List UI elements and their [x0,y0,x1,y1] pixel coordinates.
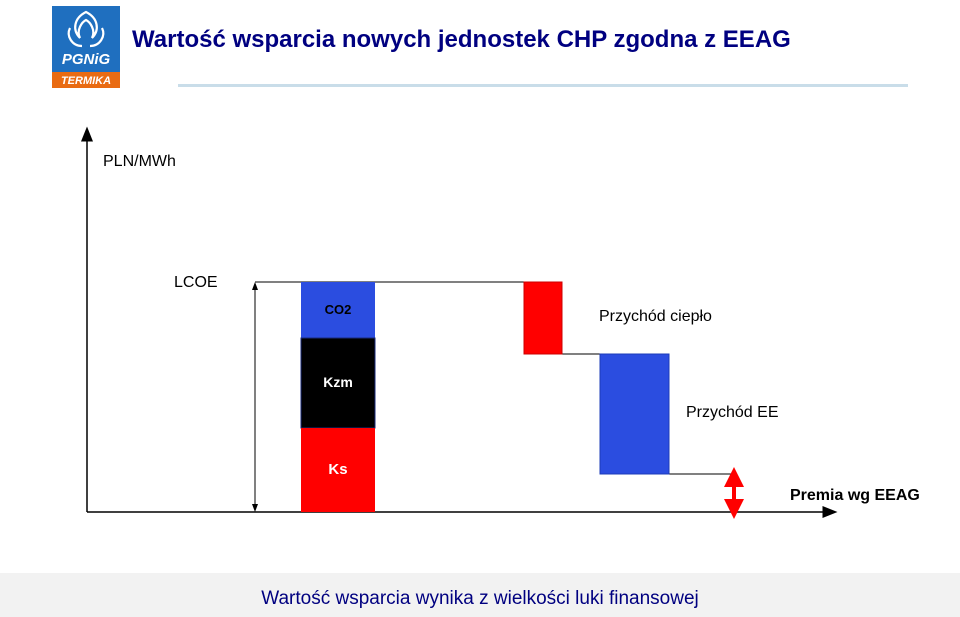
lcoe-waterfall-diagram [81,126,838,519]
flame-logo-icon [67,10,105,48]
premium-label: Premia wg EEAG [790,487,920,504]
logo-brand-text: PGNiG [62,51,111,68]
kzm-bar [300,337,376,429]
co2-bar [301,282,375,338]
kzm-label: Kzm [323,374,353,390]
co2-label: CO2 [324,302,352,317]
page-title: Wartość wsparcia nowych jednostek CHP zg… [132,26,791,53]
logo-sub-text: TERMIKA [61,75,111,87]
footer-bar: Wartość wsparcia wynika z wielkości luki… [0,573,960,617]
heat-revenue-label: Przychód ciepło [599,308,712,325]
ks-bar [301,428,375,512]
ee-revenue-label: Przychód EE [686,404,779,421]
y-axis-label: PLN/MWh [103,153,176,170]
title-divider [178,84,908,87]
footer-text: Wartość wsparcia wynika z wielkości luki… [261,588,699,609]
lcoe-label: LCOE [174,274,218,291]
heat-revenue-bar [523,281,563,355]
ee-revenue-bar [599,353,670,475]
ks-label: Ks [328,461,348,478]
pgnig-termika-logo: PGNiG TERMIKA [52,6,120,88]
